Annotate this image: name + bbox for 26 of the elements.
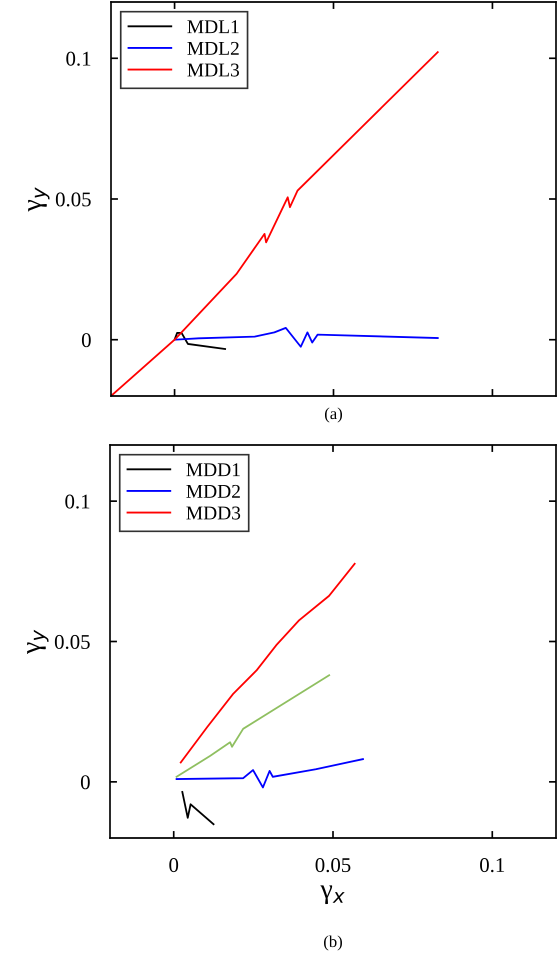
line-series: [176, 758, 364, 788]
y-tick-label: 0.1: [65, 494, 90, 509]
y-tick-label: 0: [82, 333, 91, 348]
legend-label: MDL3: [187, 64, 240, 77]
legend-label: MDL1: [187, 20, 239, 34]
x-axis-title: γ$_{x}$: [320, 885, 345, 904]
line-series: [181, 791, 214, 826]
line-series: [174, 332, 226, 350]
legend-label: MDD3: [186, 506, 240, 520]
y-axis-title: γ$_{y}$: [28, 187, 50, 212]
y-tick-label: 0.1: [66, 52, 90, 66]
text: (b): [324, 935, 342, 951]
text: (a): [324, 407, 342, 423]
legend-label: MDD1: [186, 463, 240, 476]
line-series: [174, 326, 439, 348]
y-tick-label: 0.05: [56, 192, 91, 207]
y-axis-title: γ$_{y}$: [27, 630, 49, 654]
y-tick-label: 0.05: [54, 634, 90, 650]
x-tick-label: 0.05: [316, 858, 350, 872]
line-series: [176, 674, 330, 778]
y-tick-label: 0: [80, 775, 90, 790]
x-tick-label: 0.1: [480, 858, 504, 872]
x-tick-label: 0: [169, 858, 178, 872]
line-series: [180, 562, 356, 764]
legend-label: MDD2: [186, 484, 240, 498]
legend-label: MDL2: [187, 42, 239, 55]
